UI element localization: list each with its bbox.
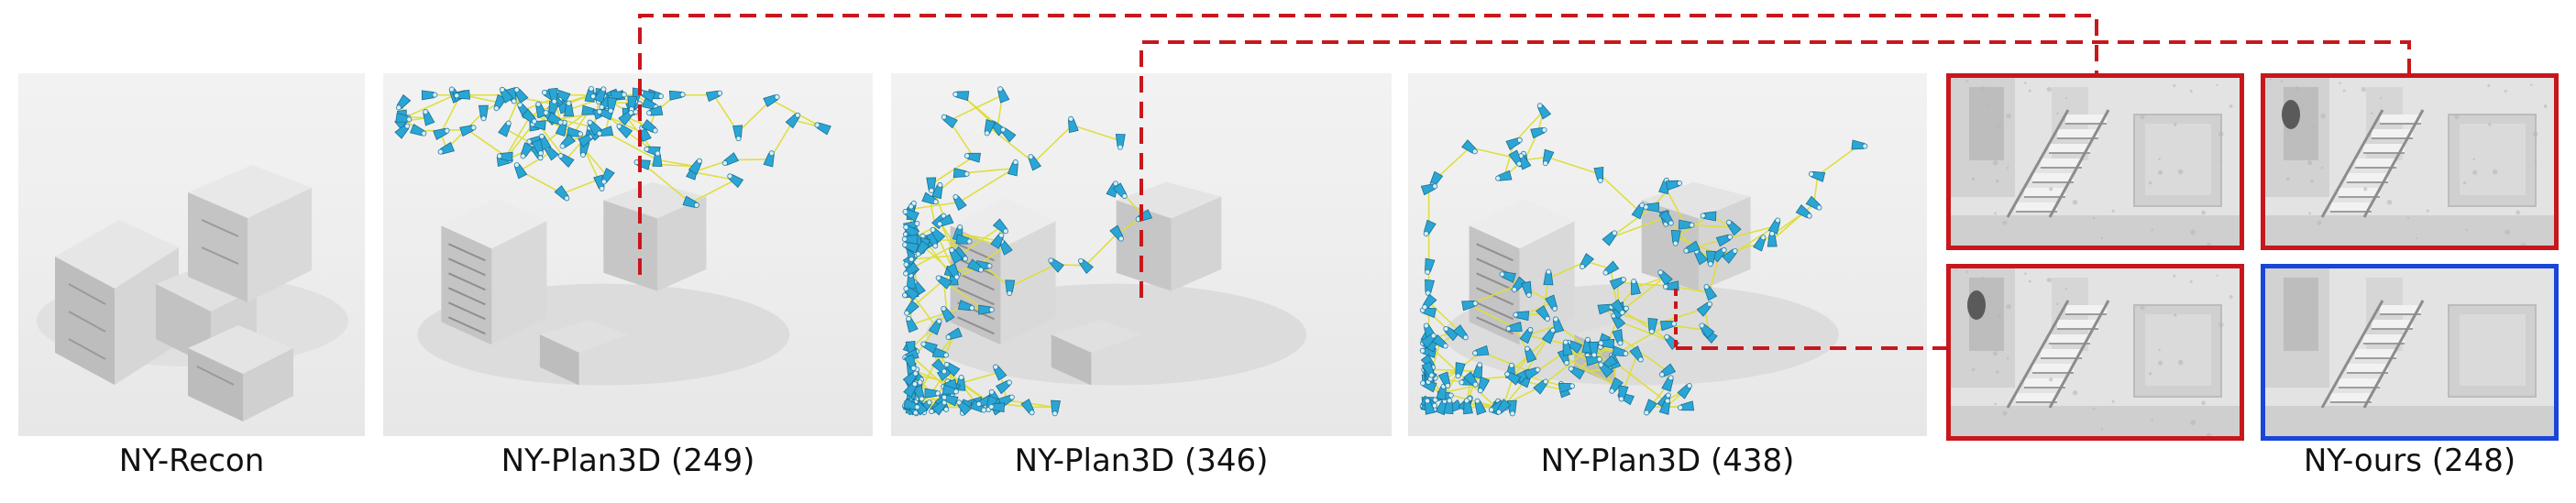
callout-line-249 xyxy=(638,14,2098,275)
detail-crop-ny-ours xyxy=(2261,264,2559,441)
camera-markers xyxy=(1419,103,1868,417)
caption-ny-plan3d-249: NY-Plan3D (249) xyxy=(501,443,755,479)
stairs-closeup xyxy=(2265,268,2554,436)
camera-markers xyxy=(394,85,831,208)
caption-ny-plan3d-438: NY-Plan3D (438) xyxy=(1540,443,1795,479)
detail-crop-plan3d-346 xyxy=(2261,73,2559,250)
callout-line-346 xyxy=(1139,40,2411,298)
stairs-closeup xyxy=(1951,268,2240,436)
camera-markers xyxy=(901,86,1153,417)
caption-ny-plan3d-346: NY-Plan3D (346) xyxy=(1014,443,1269,479)
detail-crop-plan3d-438 xyxy=(1946,264,2244,441)
camera-trajectory-render xyxy=(1419,103,1868,417)
camera-trajectory-render xyxy=(394,85,831,386)
panel-ny-plan3d-438 xyxy=(1408,73,1927,436)
buildings xyxy=(441,181,707,386)
buildings-render xyxy=(37,165,348,421)
caption-ny-ours: NY-ours (248) xyxy=(2303,443,2516,479)
panel-ny-recon xyxy=(18,73,365,436)
camera-trajectory-render xyxy=(901,86,1307,417)
panel-ny-plan3d-346 xyxy=(891,73,1392,436)
detail-crop-plan3d-249 xyxy=(1946,73,2244,250)
caption-ny-recon: NY-Recon xyxy=(118,443,265,479)
stairs-closeup xyxy=(2265,78,2554,246)
panel-ny-plan3d-249 xyxy=(383,73,873,436)
stairs-closeup xyxy=(1951,78,2240,246)
